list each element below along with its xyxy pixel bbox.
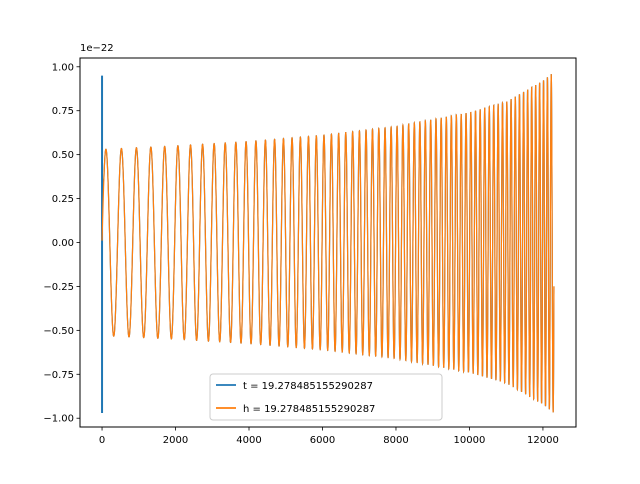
y-tick-label: 0.50: [52, 150, 74, 161]
y-tick-label: −0.25: [43, 282, 74, 293]
series-layer: [101, 74, 555, 413]
y-tick-label: 0.00: [52, 238, 74, 249]
legend-box: [209, 373, 443, 421]
y-tick-label: 0.75: [52, 106, 74, 117]
x-tick-label: 6000: [310, 435, 335, 446]
x-axis: 0 2000 4000 6000 8000 10000 12000: [99, 427, 559, 446]
y-tick-label: −0.75: [43, 370, 74, 381]
y-tick-label: −0.50: [43, 326, 74, 337]
x-tick-label: 8000: [383, 435, 408, 446]
x-tick-label: 4000: [236, 435, 261, 446]
x-tick-label: 12000: [527, 435, 559, 446]
legend-label-t: t = 19.278485155290287: [243, 381, 373, 392]
y-tick-label: 0.25: [52, 194, 74, 205]
y-tick-label: 1.00: [52, 62, 74, 73]
y-offset-label: 1e−22: [80, 43, 114, 54]
x-tick-label: 10000: [454, 435, 486, 446]
legend: t = 19.278485155290287 h = 19.2784851552…: [209, 373, 443, 421]
legend-label-h: h = 19.278485155290287: [243, 404, 375, 415]
series-line-h: [101, 74, 555, 413]
x-tick-label: 0: [99, 435, 105, 446]
x-tick-label: 2000: [163, 435, 188, 446]
y-tick-label: −1.00: [43, 414, 74, 425]
y-axis: −1.00 −0.75 −0.50 −0.25 0.00 0.25 0.50 0.75 1.00: [43, 62, 80, 425]
